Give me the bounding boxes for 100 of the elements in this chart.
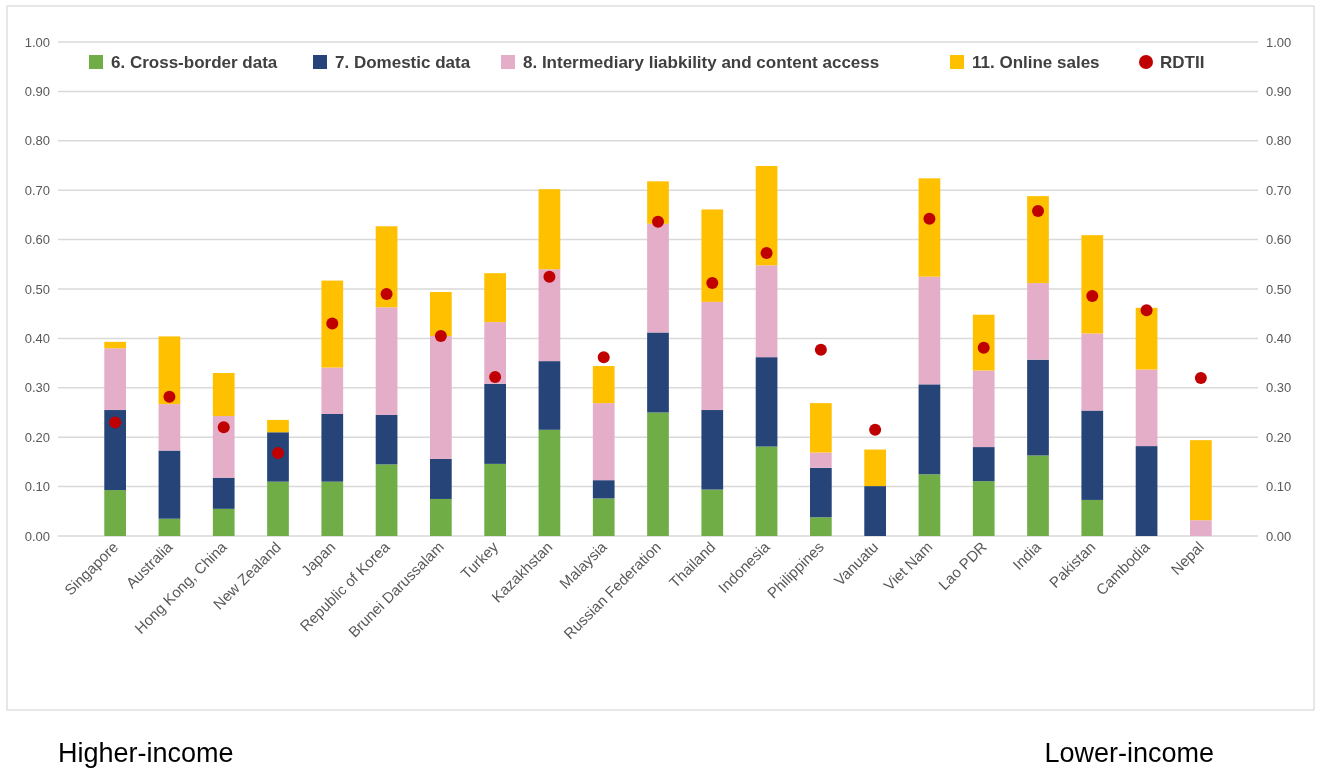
bar [484, 322, 506, 384]
bar [1190, 440, 1212, 521]
bar [375, 414, 398, 465]
bar [1027, 283, 1049, 360]
bar [647, 223, 669, 333]
bar [1081, 333, 1104, 411]
y-tick-label: 0.60 [24, 232, 50, 248]
bar [104, 348, 126, 411]
bar [755, 446, 778, 536]
y2-tick-label: 0.80 [1266, 133, 1292, 149]
bar [918, 384, 941, 475]
bar [1135, 369, 1158, 447]
y2-tick-label: 0.40 [1266, 330, 1292, 346]
bar [484, 273, 506, 323]
bar [212, 415, 235, 478]
bar [104, 410, 126, 491]
y-tick-label: 0.30 [24, 380, 50, 396]
bar [592, 498, 615, 536]
bar [972, 370, 995, 448]
bar [158, 518, 181, 536]
bar [701, 489, 724, 536]
point [1194, 371, 1207, 384]
bar [972, 314, 995, 371]
bar [972, 481, 995, 536]
text: Higher-income [58, 738, 234, 768]
y-tick-label: 0.20 [24, 429, 50, 445]
point [869, 423, 882, 436]
y2-tick-label: 1.00 [1266, 34, 1292, 50]
bar [810, 467, 832, 518]
bar [755, 165, 778, 266]
bar [484, 383, 506, 464]
y2-tick-label: 0.90 [1266, 83, 1292, 99]
point [380, 287, 393, 300]
legend-label: 7. Domestic data [335, 53, 471, 72]
point [706, 277, 719, 290]
bar [864, 449, 886, 487]
bar [212, 477, 235, 509]
bar [375, 307, 398, 415]
y-tick-label: 0.90 [24, 83, 50, 99]
point [1086, 289, 1099, 302]
bar [972, 447, 995, 482]
point [923, 212, 936, 225]
bar [212, 508, 235, 536]
bar [267, 419, 289, 433]
point [434, 329, 447, 342]
bar [212, 372, 235, 416]
bar [864, 486, 886, 536]
text: Lower-income [1044, 738, 1214, 768]
bar [701, 301, 724, 411]
bar [1027, 196, 1049, 284]
legend-label: 8. Intermediary liabkility and content access [523, 53, 880, 72]
bar [538, 429, 561, 536]
bar [1027, 359, 1049, 456]
y2-tick-label: 0.70 [1266, 182, 1292, 198]
bar [647, 181, 669, 224]
bar [430, 458, 452, 499]
bar [1081, 499, 1104, 536]
bar [321, 413, 344, 482]
point [814, 343, 827, 356]
bar [430, 291, 452, 336]
bar [321, 367, 344, 414]
y-tick-label: 1.00 [24, 34, 50, 50]
point [217, 421, 230, 434]
bar [592, 480, 615, 499]
y-tick-label: 0.00 [24, 528, 50, 544]
bar [375, 464, 398, 536]
bar [430, 335, 452, 459]
y2-tick-label: 0.10 [1266, 479, 1292, 495]
y2-tick-label: 0.60 [1266, 232, 1292, 248]
bar [1190, 520, 1212, 536]
bar [267, 481, 289, 536]
bar [701, 410, 724, 490]
bar [647, 332, 669, 413]
bar [701, 209, 724, 302]
legend-label: 11. Online sales [972, 53, 1100, 72]
point [543, 270, 556, 283]
legend-label: RDTII [1160, 53, 1205, 72]
bar [918, 178, 941, 277]
bar [158, 336, 181, 405]
bar [538, 361, 561, 430]
bar [592, 403, 615, 481]
point [977, 341, 990, 354]
bar [321, 280, 344, 368]
bar [755, 357, 778, 447]
y2-tick-label: 0.50 [1266, 281, 1292, 297]
point [760, 246, 773, 259]
bar [918, 474, 941, 536]
bar [484, 463, 506, 536]
bar [1081, 410, 1104, 500]
point [597, 351, 610, 364]
bar [430, 498, 452, 536]
bar [1081, 235, 1104, 334]
bar [1027, 455, 1049, 536]
bar [647, 412, 669, 536]
y-tick-label: 0.50 [24, 281, 50, 297]
point [109, 416, 122, 429]
bar [375, 226, 398, 308]
bar [538, 189, 561, 270]
bar [810, 517, 832, 536]
point [652, 215, 664, 228]
